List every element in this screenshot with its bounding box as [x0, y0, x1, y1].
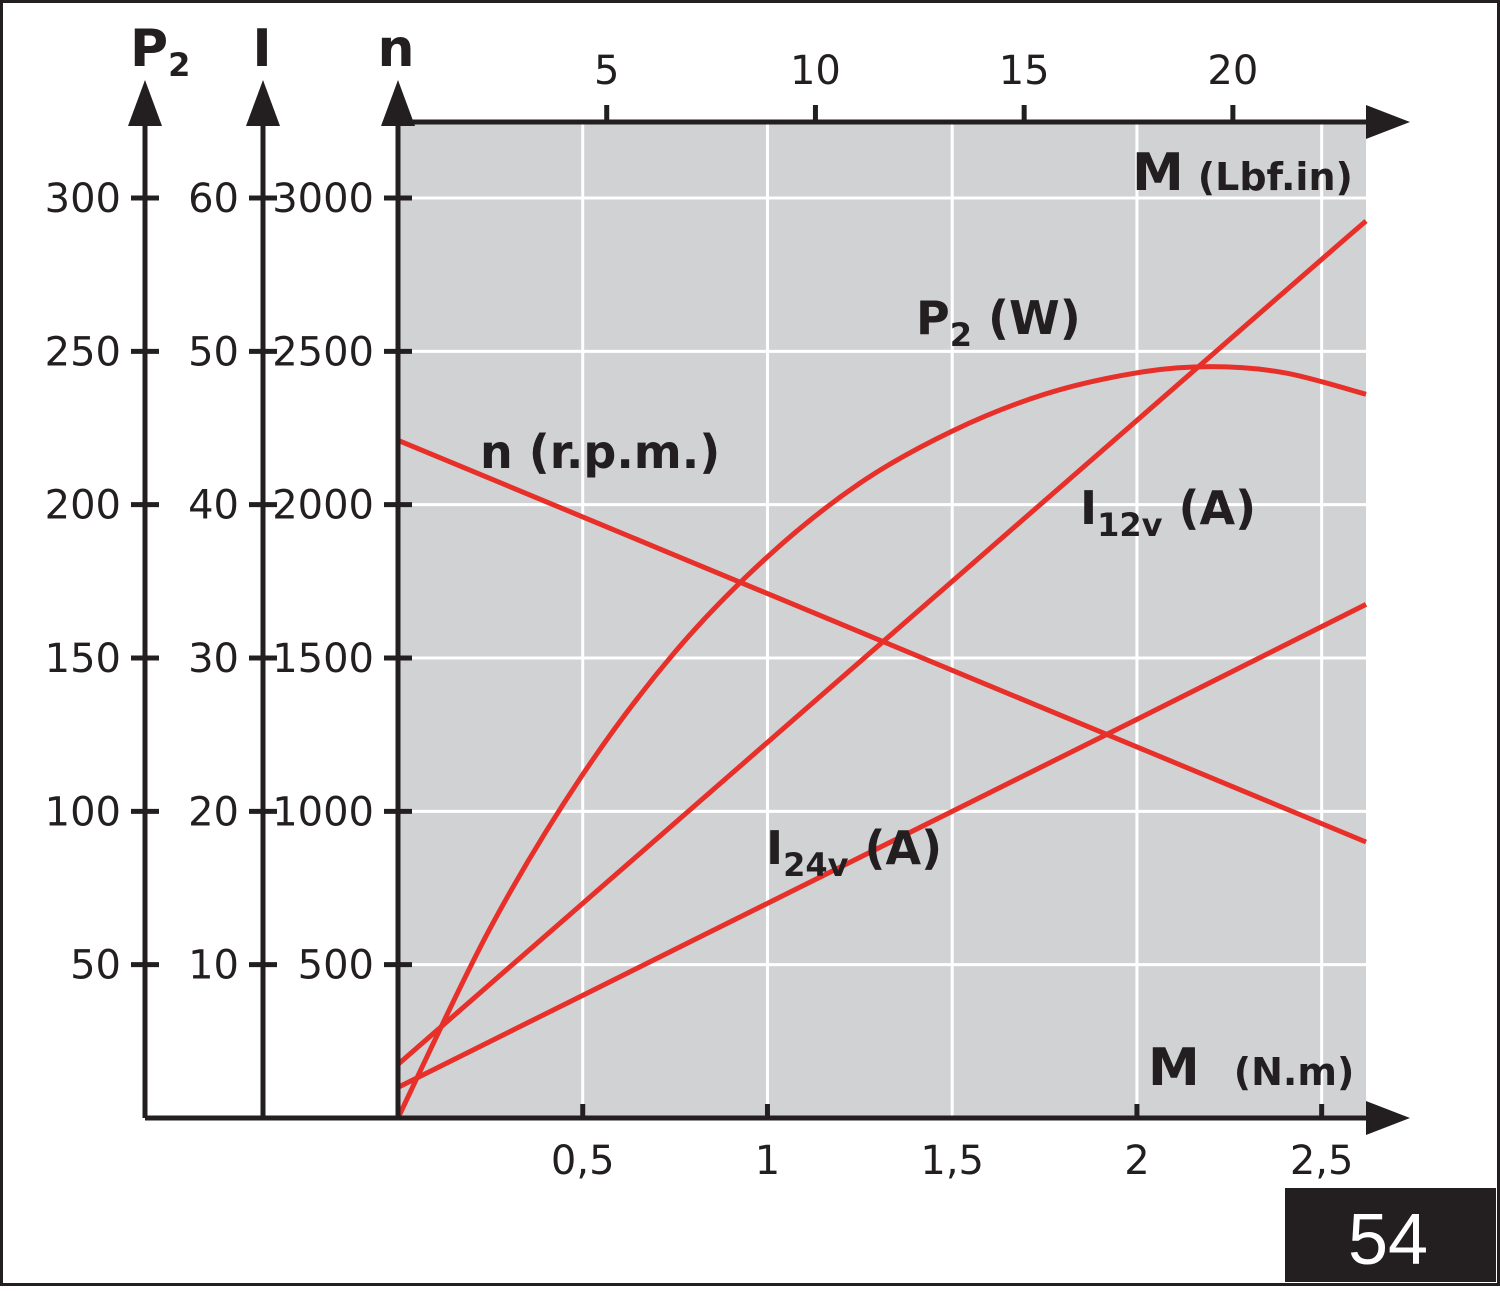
series-label-subscript: 2: [950, 316, 972, 354]
y-axis-p2-title-subscript: 2: [168, 46, 190, 84]
series-line-i12v-a: [396, 219, 1368, 1067]
figure-number-background: [1285, 1188, 1496, 1282]
y-axis-p2-tick-label: 300: [45, 176, 121, 222]
series-label-unit: (W): [972, 291, 1081, 345]
y-axis-p2-tick-label: 150: [45, 636, 121, 682]
series-label: n (r.p.m.): [480, 425, 720, 479]
y-axis-i-title: I: [252, 19, 271, 79]
y-axis-i-tick-label: 50: [188, 329, 239, 375]
x-bottom-tick-label: 1,5: [920, 1138, 984, 1184]
x-axis-top-arrow: [1366, 105, 1410, 139]
axes: [128, 80, 1410, 1135]
y-axis-i-tick-label: 10: [188, 943, 239, 989]
y-axis-n-title: n: [377, 19, 414, 79]
x-axis-top-unit: (Lbf.in): [1198, 155, 1353, 199]
y-axis-i-tick-label: 20: [188, 789, 239, 835]
plot-area: [398, 122, 1366, 1118]
y-axis-p2-tick-label: 200: [45, 483, 121, 529]
x-top-tick-label: 5: [594, 48, 619, 94]
y-axis-i-tick-label: 60: [188, 176, 239, 222]
x-axis-bottom-unit: (N.m): [1234, 1050, 1355, 1094]
x-top-tick-label: 15: [999, 48, 1050, 94]
y-axis-p2-tick-label: 50: [70, 943, 121, 989]
y-axis-i-tick-label: 40: [188, 483, 239, 529]
y-axis-p2-arrow: [128, 80, 162, 126]
series-label-unit: (A): [849, 821, 943, 875]
x-bottom-tick-label: 2,5: [1290, 1138, 1354, 1184]
series-label-subscript: 12v: [1097, 506, 1163, 544]
x-bottom-tick-label: 0,5: [551, 1138, 615, 1184]
figure-number: 54: [1348, 1200, 1428, 1280]
series-line-i24v-a: [396, 602, 1368, 1090]
y-axis-n-arrow: [381, 80, 415, 126]
y-axis-n-tick-label: 2500: [272, 329, 374, 375]
y-axis-n-tick-label: 500: [298, 943, 374, 989]
x-top-tick-label: 10: [790, 48, 841, 94]
y-axis-p2-tick-label: 100: [45, 789, 121, 835]
y-axis-i-arrow: [246, 80, 280, 126]
figure-number-badge: 54: [1285, 1188, 1496, 1282]
y-axis-i-tick-label: 30: [188, 636, 239, 682]
x-bottom-tick-label: 1: [755, 1138, 780, 1184]
x-axis-bottom-arrow: [1366, 1101, 1410, 1135]
y-axis-n-tick-label: 1000: [272, 789, 374, 835]
series-line-p2-w: [395, 364, 1367, 1120]
x-top-tick-label: 20: [1207, 48, 1258, 94]
y-axis-p2-tick-label: 250: [45, 329, 121, 375]
series-label: P2 (W): [916, 291, 1081, 354]
series-label-unit: (A): [1163, 481, 1257, 535]
x-bottom-tick-label: 2: [1124, 1138, 1149, 1184]
y-axis-n-tick-label: 3000: [272, 176, 374, 222]
series-label-subscript: 24v: [783, 846, 849, 884]
y-axis-n-tick-label: 1500: [272, 636, 374, 682]
series-lines: [395, 219, 1368, 1120]
series-line-n-r-p-m: [397, 437, 1367, 845]
y-axis-n-tick-label: 2000: [272, 483, 374, 529]
